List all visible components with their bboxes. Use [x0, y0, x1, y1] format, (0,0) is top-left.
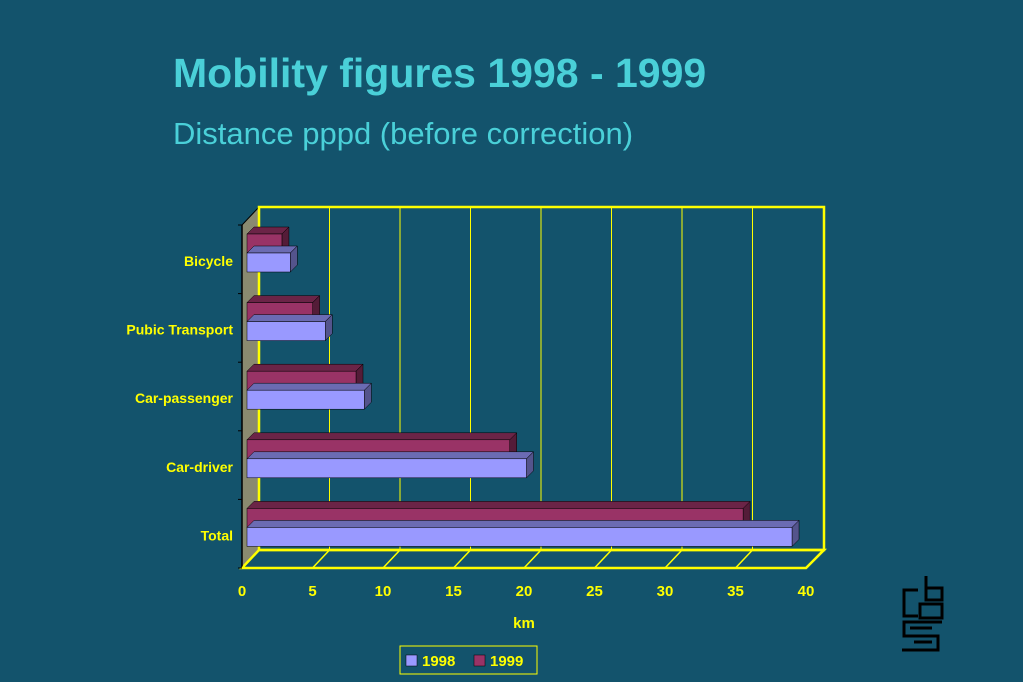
x-tick-label: 20: [516, 583, 533, 600]
bar-1998-3-top: [246, 451, 535, 460]
legend-label-1999: 1999: [490, 653, 523, 670]
x-tick-label: 15: [445, 583, 462, 600]
bar-1998-3: [246, 458, 527, 479]
cbs-logo-icon: [902, 576, 944, 652]
floor-line: [241, 549, 260, 569]
bar-1998-1-top: [246, 314, 333, 322]
bar-1998-0: [246, 252, 291, 273]
bar-1999-3-top: [246, 432, 518, 441]
x-tick-label: 10: [375, 583, 392, 600]
x-tick-label: 40: [798, 583, 815, 600]
floor-line: [664, 549, 683, 569]
bar-1999-4-top: [246, 501, 751, 509]
floor-line: [734, 549, 754, 569]
legend-swatch-1998: [405, 654, 418, 667]
x-tick-label: 0: [238, 583, 246, 600]
gridlines: [329, 207, 753, 550]
y-tick-marks: [238, 224, 242, 569]
x-tick-label: 30: [657, 583, 674, 600]
bar-1999-1-top: [246, 295, 321, 303]
floor-line: [452, 549, 472, 569]
bar-1998-4-top: [246, 520, 800, 528]
floor-line: [593, 549, 613, 569]
bar-1998-4: [246, 527, 793, 547]
legend-box: [399, 645, 538, 675]
floor-line: [382, 549, 401, 569]
legend-label-1998: 1998: [422, 653, 455, 670]
floor-line: [311, 549, 331, 569]
bar-1998-1: [246, 321, 326, 341]
slide-title: Mobility figures 1998 - 1999: [173, 50, 707, 96]
category-label: Pubic Transport: [126, 322, 233, 338]
bar-1998-2-top: [246, 382, 372, 391]
x-tick-label: 35: [727, 583, 744, 600]
category-label: Bicycle: [184, 253, 233, 269]
slide-subtitle: Distance pppd (before correction): [173, 116, 634, 151]
category-label: Total: [201, 527, 233, 543]
category-label: Car-passenger: [135, 390, 234, 406]
floor-tick-lines: [241, 549, 824, 569]
category-label: Car-driver: [166, 459, 233, 475]
bar-1998-0-top: [246, 245, 298, 254]
category-labels: Bicycle Pubic Transport Car-passenger Car-d…: [126, 253, 233, 543]
legend: 1998 1999: [399, 645, 538, 675]
x-tick-labels: 0 5 10 15 20 25 30 35 40: [238, 583, 815, 600]
bar-1998-2: [246, 389, 365, 410]
x-tick-label: 5: [308, 583, 316, 600]
bar-1999-2-top: [246, 363, 364, 372]
x-tick-label: 25: [586, 583, 603, 600]
floor-line: [523, 549, 542, 569]
legend-swatch-1999: [473, 654, 486, 667]
floor-line: [805, 549, 824, 569]
bars-group: [246, 226, 800, 548]
x-axis-label: km: [513, 615, 535, 632]
